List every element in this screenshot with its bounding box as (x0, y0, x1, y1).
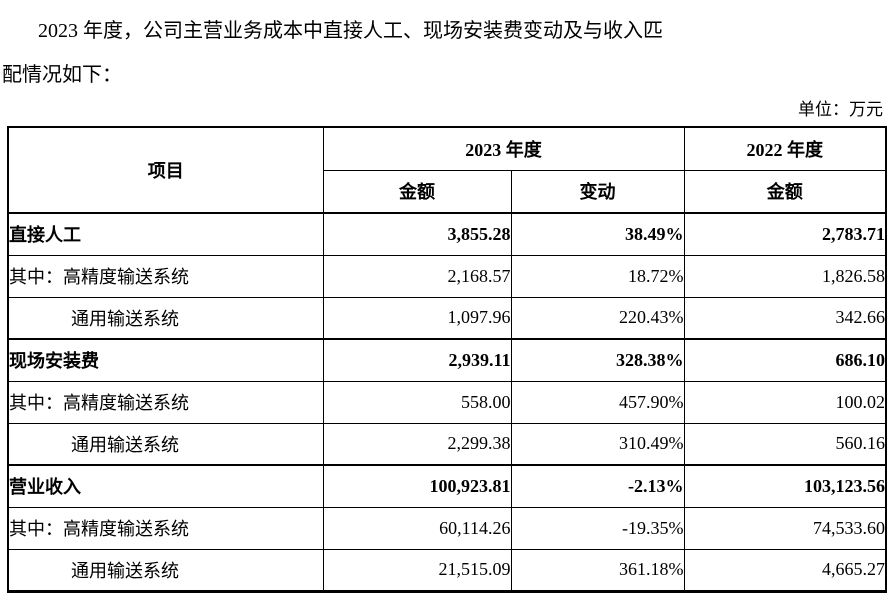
col-header-amount-2022: 金额 (683, 169, 887, 214)
amount-2022-cell: 560.16 (683, 422, 887, 466)
amount-2023-cell: 2,168.57 (322, 254, 512, 298)
amount-2022-cell: 103,123.56 (683, 464, 887, 508)
col-header-item: 项目 (7, 126, 324, 214)
change-cell: -2.13% (510, 464, 685, 508)
cost-comparison-table: 项目 2023 年度 2022 年度 金额 变动 金额 直接人工 3,855.2… (7, 126, 887, 593)
col-header-year-2023: 2023 年度 (322, 126, 685, 171)
amount-2023-cell: 60,114.26 (322, 506, 512, 550)
row-label: 通用输送系统 (7, 548, 324, 592)
row-label: 通用输送系统 (7, 296, 324, 340)
amount-2023-cell: 2,939.11 (322, 338, 512, 382)
col-header-amount-2023: 金额 (322, 169, 512, 214)
table-row-operating-revenue: 营业收入 100,923.81 -2.13% 103,123.56 (7, 464, 887, 508)
change-cell: 310.49% (510, 422, 685, 466)
table-row-revenue-precision: 其中：高精度输送系统 60,114.26 -19.35% 74,533.60 (7, 506, 887, 550)
amount-2023-cell: 558.00 (322, 380, 512, 424)
row-label: 通用输送系统 (7, 422, 324, 466)
amount-2022-cell: 4,665.27 (683, 548, 887, 592)
amount-2022-cell: 2,783.71 (683, 212, 887, 256)
row-label: 直接人工 (7, 212, 324, 256)
change-cell: -19.35% (510, 506, 685, 550)
amount-2022-cell: 1,826.58 (683, 254, 887, 298)
amount-2022-cell: 686.10 (683, 338, 887, 382)
change-cell: 457.90% (510, 380, 685, 424)
table-row-installation-fee: 现场安装费 2,939.11 328.38% 686.10 (7, 338, 887, 382)
table-row-direct-labor-general: 通用输送系统 1,097.96 220.43% 342.66 (7, 296, 887, 340)
row-label: 其中：高精度输送系统 (7, 380, 324, 424)
table-header: 项目 2023 年度 2022 年度 金额 变动 金额 (7, 126, 887, 214)
intro-line-2: 配情况如下： (2, 64, 122, 86)
amount-2023-cell: 100,923.81 (322, 464, 512, 508)
table-row-revenue-general: 通用输送系统 21,515.09 361.18% 4,665.27 (7, 548, 887, 592)
unit-label: 单位：万元 (798, 100, 883, 119)
amount-2022-cell: 100.02 (683, 380, 887, 424)
change-cell: 18.72% (510, 254, 685, 298)
intro-paragraph: 2023 年度，公司主营业务成本中直接人工、现场安装费变动及与收入匹 配情况如下… (2, 9, 888, 97)
table-row-direct-labor-precision: 其中：高精度输送系统 2,168.57 18.72% 1,826.58 (7, 254, 887, 298)
table-row-direct-labor: 直接人工 3,855.28 38.49% 2,783.71 (7, 212, 887, 256)
row-label: 其中：高精度输送系统 (7, 506, 324, 550)
row-label: 营业收入 (7, 464, 324, 508)
table-row-installation-precision: 其中：高精度输送系统 558.00 457.90% 100.02 (7, 380, 887, 424)
col-header-change-2023: 变动 (510, 169, 685, 214)
change-cell: 38.49% (510, 212, 685, 256)
col-header-year-2022: 2022 年度 (683, 126, 887, 171)
amount-2023-cell: 3,855.28 (322, 212, 512, 256)
change-cell: 361.18% (510, 548, 685, 592)
table-row-installation-general: 通用输送系统 2,299.38 310.49% 560.16 (7, 422, 887, 466)
change-cell: 328.38% (510, 338, 685, 382)
row-label: 现场安装费 (7, 338, 324, 382)
document-page: 2023 年度，公司主营业务成本中直接人工、现场安装费变动及与收入匹 配情况如下… (0, 9, 892, 600)
amount-2022-cell: 342.66 (683, 296, 887, 340)
amount-2023-cell: 2,299.38 (322, 422, 512, 466)
amount-2023-cell: 21,515.09 (322, 548, 512, 592)
amount-2022-cell: 74,533.60 (683, 506, 887, 550)
change-cell: 220.43% (510, 296, 685, 340)
row-label: 其中：高精度输送系统 (7, 254, 324, 298)
amount-2023-cell: 1,097.96 (322, 296, 512, 340)
intro-line-1: 2023 年度，公司主营业务成本中直接人工、现场安装费变动及与收入匹 (38, 20, 663, 42)
